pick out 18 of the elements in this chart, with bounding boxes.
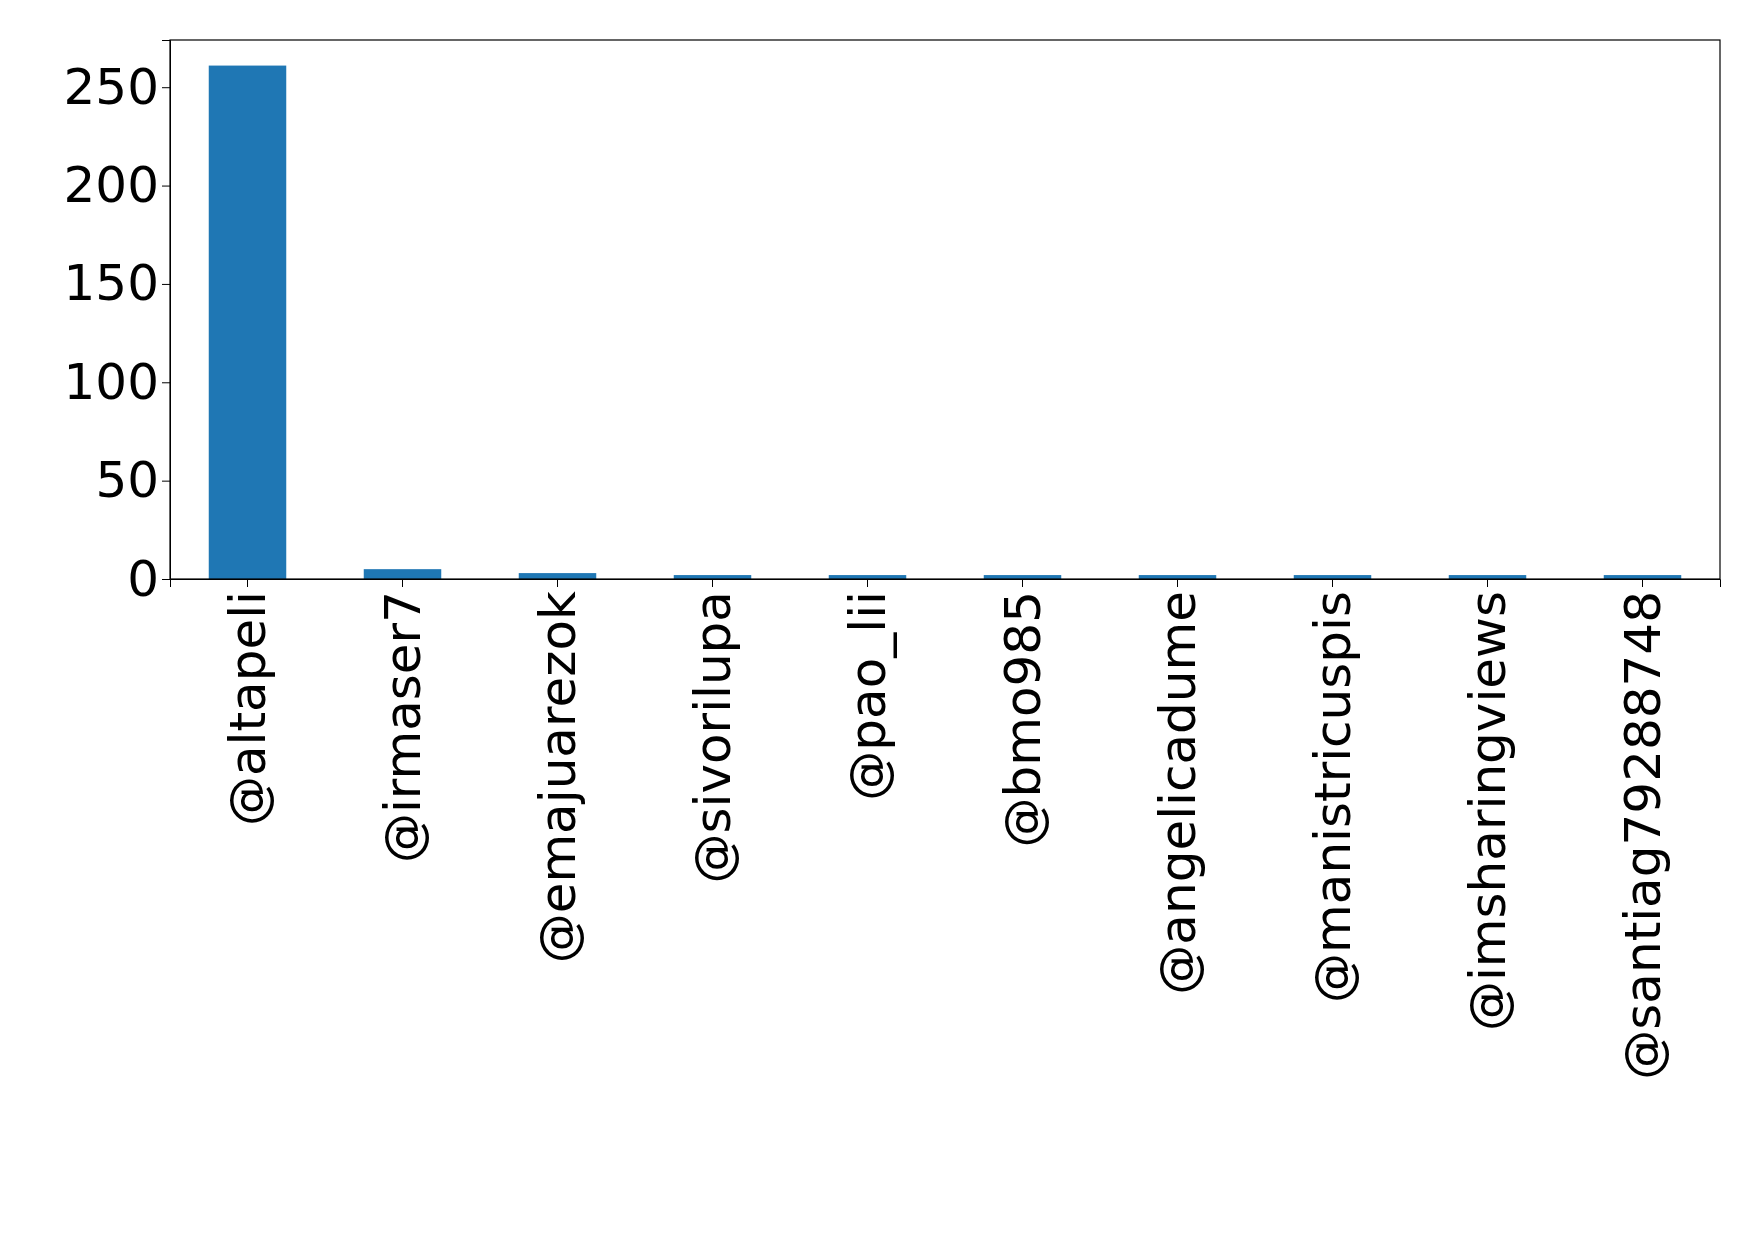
y-tick-label: 50 [95, 451, 159, 510]
x-tick-label: @pao_lii [839, 591, 897, 801]
y-tick-label: 150 [63, 254, 159, 313]
x-tick-label: @angelicadume [1149, 591, 1207, 995]
bar [363, 569, 442, 579]
x-tick-label: @emajuarezok [529, 590, 587, 964]
x-tick-label: @bmo985 [994, 591, 1052, 848]
y-tick-label: 0 [127, 549, 159, 608]
y-tick-label: 200 [63, 156, 159, 215]
x-tick-label: @sivorilupa [684, 591, 742, 884]
x-tick-label: @imsharingviews [1459, 591, 1517, 1032]
x-tick-label: @irmaser7 [374, 591, 432, 864]
y-tick-label: 100 [63, 352, 159, 411]
bar [208, 65, 287, 579]
x-tick-label: @santiag79288748 [1614, 591, 1672, 1080]
y-tick-label: 250 [63, 57, 159, 116]
x-tick-label: @altapeli [219, 591, 277, 827]
x-tick-label: @manistricuspis [1304, 591, 1362, 1003]
